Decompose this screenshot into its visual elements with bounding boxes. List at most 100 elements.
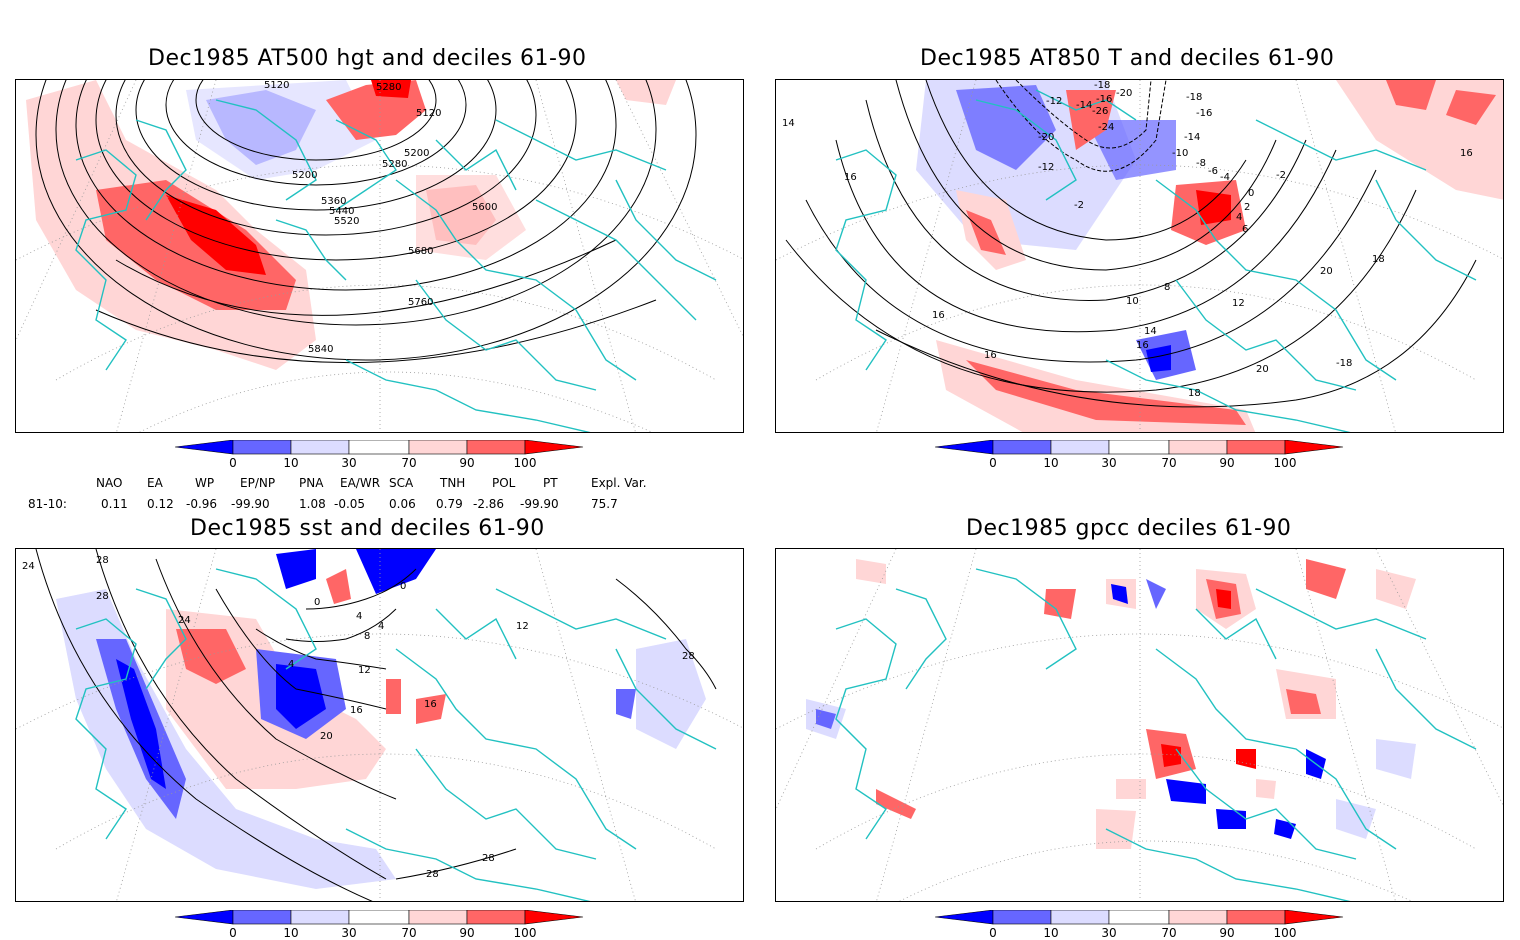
colorbar-tick: 70 [1161, 456, 1177, 470]
contour-label: 16 [984, 350, 997, 361]
index-value: -2.86 [473, 497, 505, 511]
decile-shading-dark-blue-3 [276, 549, 436, 594]
panel-2-title: Dec1985 AT850 T and deciles 61-90 [920, 46, 1335, 71]
graticule [16, 549, 743, 901]
panel-4-map [775, 548, 1504, 902]
contour-label: 14 [1144, 326, 1157, 337]
contour-label: 5840 [308, 344, 333, 355]
colorbar-tick: 10 [1043, 926, 1059, 940]
colorbar-tick: 100 [513, 456, 537, 470]
contour-label: 4 [288, 659, 294, 670]
contour-label: 0 [400, 581, 406, 592]
contour-label: 14 [782, 118, 795, 129]
contour-label: 4 [1236, 212, 1242, 223]
contour-label: -8 [1196, 158, 1206, 169]
panel-1-map-svg: 5120 5280 5120 5200 5280 5200 5360 5440 … [16, 80, 743, 432]
colorbar-tick: 30 [341, 926, 357, 940]
colorbar-tick: 70 [1161, 926, 1177, 940]
colorbar-swatches [175, 440, 584, 455]
contour-label: 24 [178, 615, 191, 626]
contour-label: 16 [932, 310, 945, 321]
contour-label: -14 [1076, 100, 1092, 111]
colorbar-tick: 100 [1273, 456, 1297, 470]
decile-shading-red-4 [966, 360, 1246, 425]
index-value: 0.12 [147, 497, 174, 511]
contour-label: 16 [350, 705, 363, 716]
decile-shading-light-red-3 [416, 175, 526, 260]
contour-label: 28 [682, 651, 695, 662]
contour-label: 5760 [408, 297, 433, 308]
colorbar-panel-4: 0 10 30 70 90 100 [935, 910, 1355, 940]
contour-label: 18 [1188, 388, 1201, 399]
colorbar-panel-3: 0 10 30 70 90 100 [175, 910, 595, 940]
index-header: EA [147, 476, 163, 490]
colorbar-swatches [935, 910, 1344, 925]
decile-shading-light-red-4 [616, 80, 676, 105]
colorbar-tick: 70 [401, 456, 417, 470]
contour-labels: 24 28 28 24 0 0 4 4 8 12 16 20 16 28 28 … [22, 555, 695, 880]
panel-2-map: -18 -20 -16 -14 -12 -20 -26 -24 -18 -16 … [775, 79, 1504, 433]
contour-label: 28 [96, 591, 109, 602]
contour-label: -18 [1336, 358, 1352, 369]
index-value: -99.90 [520, 497, 559, 511]
decile-shading-dark-red [1196, 190, 1231, 225]
coastlines [835, 568, 1477, 901]
contour-label: 16 [1136, 340, 1149, 351]
decile-shading-dark-blue [116, 659, 166, 789]
contour-label: 20 [1256, 364, 1269, 375]
panel-3-title: Dec1985 sst and deciles 61-90 [190, 516, 545, 541]
contour-label: 28 [482, 853, 495, 864]
index-value: 0.06 [389, 497, 416, 511]
contour-label: 12 [516, 621, 529, 632]
contour-label: -16 [1196, 108, 1212, 119]
panel-4-map-svg [776, 549, 1503, 901]
contour-label: -16 [1096, 94, 1112, 105]
contour-label: 5680 [408, 246, 433, 257]
index-header: EP/NP [240, 476, 276, 490]
colorbar-tick: 0 [989, 456, 997, 470]
decile-shading-dark-blue-2 [276, 664, 326, 729]
colorbar-tick: 90 [1219, 926, 1235, 940]
decile-shading-dark-blue [1146, 345, 1171, 372]
precip-deciles-shading [806, 559, 1416, 849]
index-value: 75.7 [591, 497, 618, 511]
index-row-label: 81-10: [28, 497, 67, 511]
contour-label: 10 [1126, 296, 1139, 307]
panel-2-map-svg: -18 -20 -16 -14 -12 -20 -26 -24 -18 -16 … [776, 80, 1503, 432]
panel-3-map-svg: 24 28 28 24 0 0 4 4 8 12 16 20 16 28 28 … [16, 549, 743, 901]
colorbar-tick: 10 [283, 926, 299, 940]
index-header: PNA [299, 476, 324, 490]
colorbar-tick: 30 [1101, 456, 1117, 470]
contour-label: 2 [1244, 202, 1250, 213]
colorbar-tick: 90 [1219, 456, 1235, 470]
coastlines [75, 568, 717, 901]
contour-label: -2 [1074, 200, 1084, 211]
panel-3-map: 24 28 28 24 0 0 4 4 8 12 16 20 16 28 28 … [15, 548, 744, 902]
index-value: 0.11 [101, 497, 128, 511]
decile-shading-light-blue [56, 589, 396, 889]
colorbar-panel-1: 0 10 30 70 90 100 [175, 440, 595, 474]
contour-label: -14 [1184, 132, 1200, 143]
decile-shading-red [1066, 90, 1116, 150]
contour-label: -20 [1116, 88, 1132, 99]
decile-shading-red [96, 180, 296, 310]
contour-label: 18 [1372, 254, 1385, 265]
panel-1-map: 5120 5280 5120 5200 5280 5200 5360 5440 … [15, 79, 744, 433]
index-value: -99.90 [231, 497, 270, 511]
contour-label: 20 [320, 731, 333, 742]
panel-4-title: Dec1985 gpcc deciles 61-90 [966, 516, 1292, 541]
contour-label: 12 [358, 665, 371, 676]
graticule [776, 80, 1503, 432]
contour-label: 5520 [334, 216, 359, 227]
contour-label: 5280 [376, 82, 401, 93]
contour-label: 5440 [329, 206, 354, 217]
contour-label: -12 [1038, 162, 1054, 173]
index-header: SCA [389, 476, 414, 490]
contour-label: 20 [1320, 266, 1333, 277]
index-value: -0.05 [334, 497, 366, 511]
colorbar-tick: 30 [341, 456, 357, 470]
colorbar-tick: 100 [513, 926, 537, 940]
contour-label: -18 [1186, 92, 1202, 103]
colorbar-tick: 0 [989, 926, 997, 940]
contour-label: 16 [1460, 148, 1473, 159]
